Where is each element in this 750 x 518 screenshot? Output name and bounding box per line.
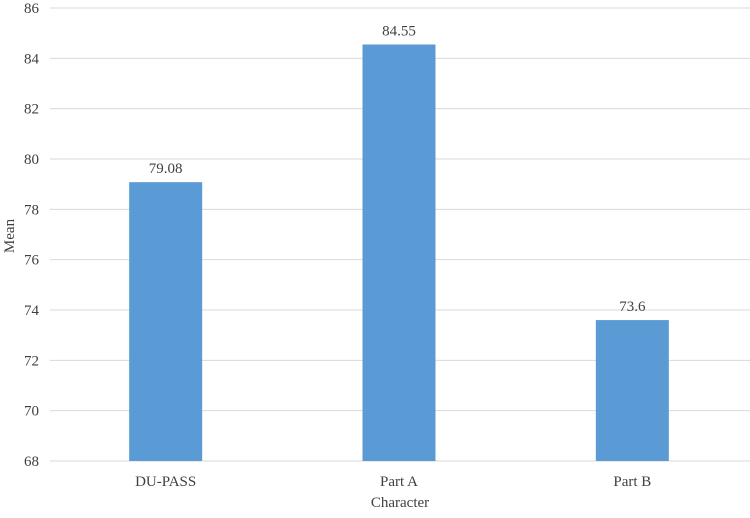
y-tick-label: 70 xyxy=(24,404,39,420)
data-labels: 79.08 84.55 73.6 xyxy=(149,23,646,315)
y-tick-label: 84 xyxy=(24,51,40,67)
bar-part-b xyxy=(595,320,669,461)
y-axis-title: Mean xyxy=(2,218,18,253)
y-axis-ticks: 68 70 72 74 76 78 80 82 84 86 xyxy=(24,1,40,470)
y-tick-label: 74 xyxy=(24,303,40,319)
data-label: 79.08 xyxy=(149,161,183,177)
bar-du-pass xyxy=(129,182,203,462)
y-tick-label: 82 xyxy=(24,102,39,118)
y-tick-label: 76 xyxy=(24,253,40,269)
x-tick-label: Part B xyxy=(613,474,651,490)
y-tick-label: 78 xyxy=(24,202,39,218)
x-tick-label: Part A xyxy=(380,474,418,490)
y-tick-label: 80 xyxy=(24,152,39,168)
x-axis-title: Character xyxy=(371,495,429,511)
y-tick-label: 86 xyxy=(24,1,40,17)
x-axis-ticks: DU-PASS Part A Part B xyxy=(135,474,651,490)
bar-part-a xyxy=(362,44,436,461)
x-tick-label: DU-PASS xyxy=(135,474,196,490)
y-tick-label: 72 xyxy=(24,353,39,369)
data-label: 84.55 xyxy=(382,23,416,39)
data-label: 73.6 xyxy=(619,299,646,315)
y-tick-label: 68 xyxy=(24,454,39,470)
bars xyxy=(129,44,669,462)
